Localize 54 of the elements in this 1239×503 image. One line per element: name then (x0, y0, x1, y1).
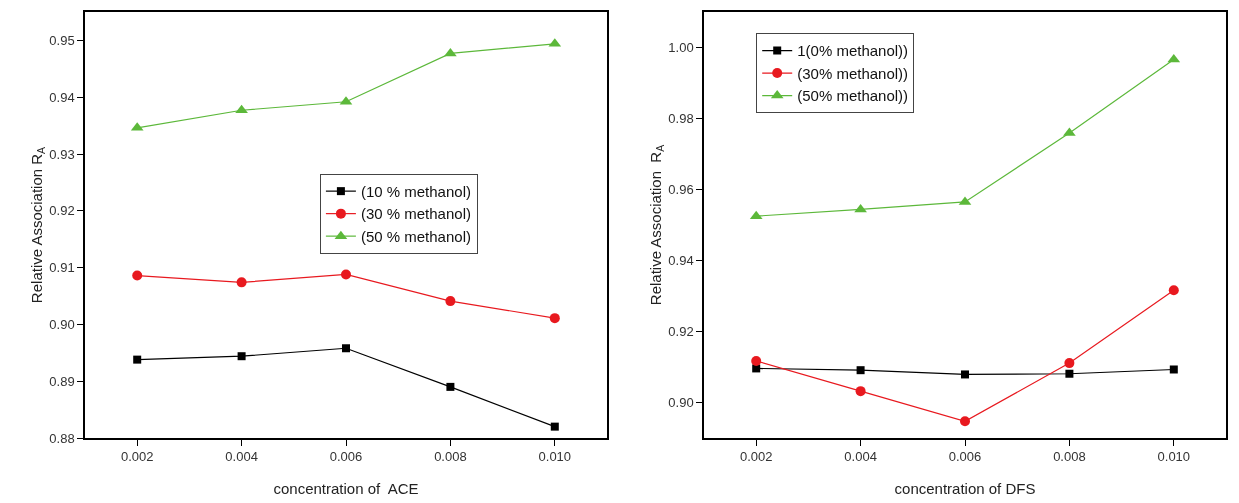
point (1168, 285, 1179, 296)
y-tick-label: 0.98 (668, 111, 694, 127)
y-tick-label: 0.93 (49, 146, 75, 162)
point (854, 203, 867, 213)
x-tick-label: 0.004 (844, 449, 877, 465)
x-axis-title: concentration of ACE (273, 479, 419, 497)
y-tick-label: 0.94 (668, 253, 694, 269)
point (342, 344, 350, 353)
legend-label: 1(0% methanol)) (797, 42, 909, 60)
point (446, 382, 455, 391)
point (235, 104, 248, 114)
point (133, 355, 142, 364)
x-tick-label: 0.010 (538, 449, 572, 465)
point (237, 352, 246, 361)
y-tick-label: 0.96 (668, 182, 694, 198)
point (961, 370, 969, 379)
point (960, 416, 970, 427)
x-tick-label: 0.006 (948, 449, 982, 465)
point (751, 355, 762, 366)
point (1169, 365, 1178, 374)
point (1065, 369, 1074, 378)
legend-label: (30 % methanol) (360, 205, 471, 223)
legend-label: (10 % methanol) (360, 182, 471, 200)
point (550, 422, 559, 431)
x-tick-label: 0.002 (120, 449, 154, 465)
point (341, 269, 351, 280)
legend-label: (50 % methanol) (360, 227, 471, 245)
y-tick-label: 0.91 (49, 260, 75, 276)
y-tick-label: 0.88 (49, 430, 75, 446)
y-tick-label: 1.00 (668, 40, 694, 56)
point (445, 296, 456, 307)
point (132, 270, 143, 281)
legend-label: (30% methanol)) (797, 64, 909, 82)
x-tick-label: 0.004 (225, 449, 258, 465)
point (236, 277, 247, 288)
x-tick-label: 0.008 (434, 449, 467, 465)
x-axis-title: concentration of DFS (894, 479, 1036, 497)
legend-label: (50% methanol)) (797, 87, 909, 105)
y-tick-label: 0.95 (49, 32, 75, 48)
y-tick-label: 0.92 (49, 203, 75, 219)
y-tick-label: 0.90 (668, 395, 694, 411)
y-tick-label: 0.89 (49, 373, 75, 389)
x-tick-label: 0.010 (1157, 449, 1191, 465)
x-tick-label: 0.006 (329, 449, 363, 465)
point (1064, 358, 1075, 369)
y-tick-label: 0.94 (49, 89, 75, 105)
point (549, 313, 560, 324)
y-tick-label: 0.90 (49, 316, 75, 332)
point (856, 366, 865, 375)
x-tick-label: 0.008 (1053, 449, 1086, 465)
x-tick-label: 0.002 (739, 449, 773, 465)
point (444, 47, 457, 57)
y-tick-label: 0.92 (668, 324, 694, 340)
point (855, 386, 866, 397)
